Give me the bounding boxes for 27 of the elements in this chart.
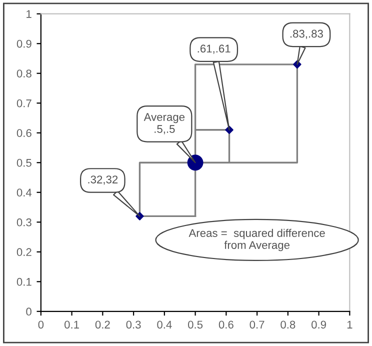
- annotation: .61,.61: [198, 44, 230, 54]
- annotation: Areas = squared difference from Average: [188, 228, 325, 252]
- x-tick-label: 0: [38, 320, 44, 329]
- x-tick-label: 0.4: [157, 320, 172, 329]
- y-tick-label: 0.3: [16, 218, 32, 226]
- y-tick-label: 1: [26, 10, 32, 18]
- y-tick-label: 0.6: [16, 129, 32, 137]
- y-tick-label: 0: [26, 308, 32, 316]
- x-tick-label: 0.1: [64, 320, 79, 329]
- x-tick-label: 0.5: [188, 320, 203, 329]
- x-tick-label: 0.7: [250, 320, 264, 329]
- annotation: .83,.83: [290, 30, 323, 39]
- y-tick-label: 0.7: [16, 99, 32, 108]
- annotation: .32,32: [88, 176, 118, 185]
- y-tick-label: 0.4: [16, 188, 32, 197]
- x-tick-label: 0.2: [95, 320, 110, 329]
- y-tick-label: 0.9: [16, 40, 32, 48]
- x-tick-label: 1: [347, 320, 352, 328]
- y-tick-label: 0.2: [16, 248, 32, 256]
- y-tick-label: 0.1: [16, 278, 32, 286]
- annotation: Average .5,.5: [144, 113, 185, 134]
- x-tick-label: 0.6: [218, 320, 234, 329]
- x-tick-label: 0.3: [126, 320, 141, 329]
- y-tick-label: 0.8: [16, 70, 32, 78]
- x-tick-label: 0.9: [312, 320, 326, 329]
- x-tick-label: 0.8: [280, 320, 296, 329]
- y-tick-label: 0.5: [16, 158, 32, 167]
